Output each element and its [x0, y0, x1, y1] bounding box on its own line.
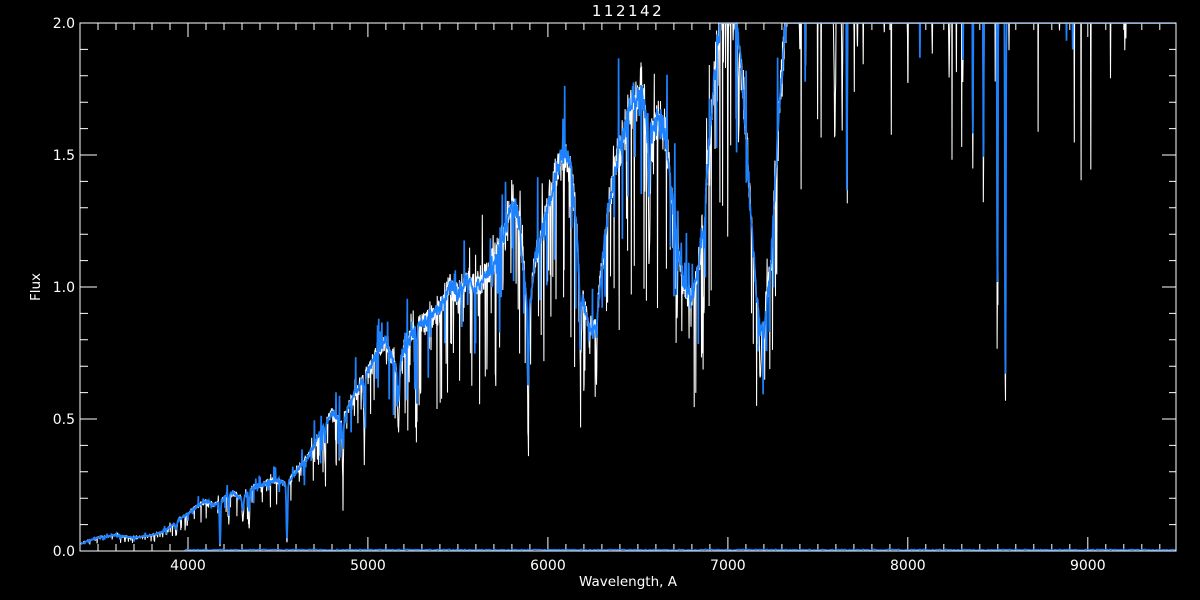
x-tick-label: 8000 — [890, 558, 926, 574]
tick-labels: 4000 5000 6000 7000 8000 9000 0.0 0.5 1.0 1.5 2.0 — [53, 16, 1106, 574]
y-tick-label: 2.0 — [53, 16, 75, 32]
x-axis-label: Wavelength, A — [579, 574, 678, 590]
x-tick-label: 9000 — [1070, 558, 1106, 574]
plot-box-border — [79, 22, 1177, 552]
x-tick-label: 5000 — [350, 558, 386, 574]
chart-title: 112142 — [592, 2, 664, 20]
observed-spectrum-line — [80, 23, 1176, 547]
y-axis-label: Flux — [28, 273, 44, 301]
x-tick-label: 7000 — [710, 558, 746, 574]
x-tick-label: 6000 — [530, 558, 566, 574]
y-tick-label: 1.0 — [53, 280, 75, 296]
x-tick-label: 4000 — [170, 558, 206, 574]
smoothed-spectrum-line — [80, 23, 1176, 546]
y-tick-label: 0.0 — [53, 544, 75, 560]
zero-level-line — [184, 548, 1176, 551]
y-tick-label: 1.5 — [53, 148, 75, 164]
y-tick-label: 0.5 — [53, 412, 75, 428]
